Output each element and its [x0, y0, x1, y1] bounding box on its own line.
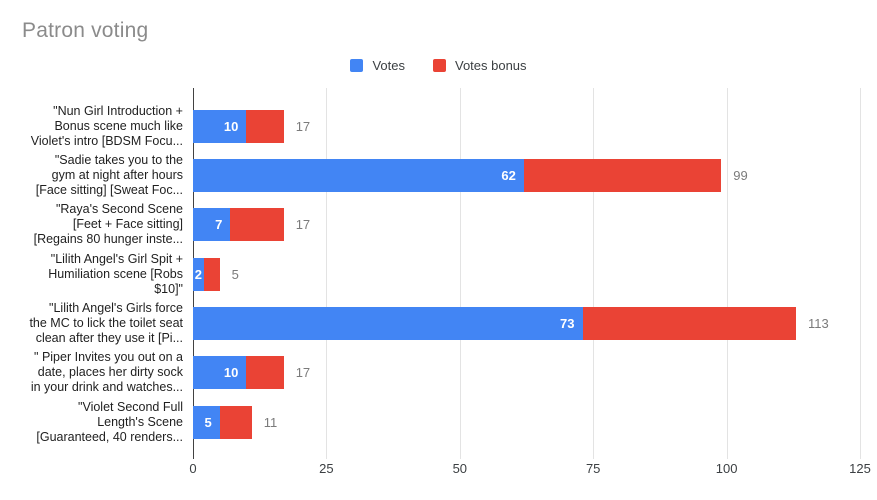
bar-total-label: 113: [807, 315, 829, 331]
category-label: "Sadie takes you to the gym at night aft…: [35, 152, 183, 197]
bar-total-label: 5: [231, 266, 239, 282]
bar-value-label: 2: [194, 266, 202, 282]
gridline: [726, 88, 728, 459]
bar-row: 10 17: [193, 109, 310, 143]
x-tick-label: 0: [189, 461, 197, 476]
legend-label-votes: Votes: [372, 58, 405, 73]
gridline: [860, 88, 861, 459]
y-axis-category-labels: "Nun Girl Introduction + Bonus scene muc…: [2, 88, 188, 453]
bar-segment-votes[interactable]: 62: [193, 158, 524, 192]
votes-bonus-swatch-icon: [432, 59, 446, 72]
gridline: [459, 88, 461, 459]
bar-total-label: 11: [263, 414, 278, 430]
bar-value-label: 10: [223, 118, 239, 134]
gridline: [593, 88, 595, 459]
votes-swatch-icon: [350, 59, 364, 72]
category-label: "Nun Girl Introduction + Bonus scene muc…: [30, 103, 183, 148]
category-label: "Lilith Angel's Girls force the MC to li…: [29, 300, 183, 345]
bar-segment-votes-bonus[interactable]: [203, 257, 220, 291]
bar-value-label: 7: [215, 217, 223, 233]
bar-segment-votes-bonus[interactable]: [230, 208, 284, 242]
gridline: [326, 88, 328, 459]
bar-segment-votes[interactable]: 5: [193, 405, 220, 439]
bar-row: 7 17: [193, 208, 310, 242]
category-label: " Piper Invites you out on a date, place…: [30, 350, 183, 395]
category-label: "Raya's Second Scene [Feet + Face sittin…: [33, 202, 183, 247]
bar-total-label: 17: [295, 118, 311, 134]
chart-title: Patron voting: [22, 19, 149, 42]
category-label: "Lilith Angel's Girl Spit + Humiliation …: [48, 251, 183, 296]
bar-segment-votes-bonus[interactable]: [523, 158, 722, 192]
x-tick-label: 50: [452, 461, 468, 476]
bar-segment-votes-bonus[interactable]: [246, 356, 284, 390]
chart-legend: Votes Votes bonus: [0, 58, 877, 73]
bar-segment-votes-bonus[interactable]: [219, 405, 252, 439]
legend-item-votes[interactable]: Votes: [350, 58, 405, 73]
bar-value-label: 5: [204, 414, 212, 430]
x-axis-tick-labels: 0 25 50 75 100 125: [189, 461, 870, 481]
bar-segment-votes[interactable]: 73: [193, 306, 583, 340]
bar-value-label: 10: [223, 365, 239, 381]
bar-total-label: 17: [295, 365, 311, 381]
bar-segment-votes[interactable]: 10: [193, 356, 247, 390]
bar-segment-votes-bonus[interactable]: [582, 306, 796, 340]
bar-value-label: 62: [501, 167, 516, 183]
legend-label-votes-bonus: Votes bonus: [454, 58, 527, 73]
category-label: "Violet Second Full Length's Scene [Guar…: [36, 399, 183, 444]
legend-item-votes-bonus[interactable]: Votes bonus: [432, 58, 527, 73]
x-tick-label: 75: [585, 461, 601, 476]
plot-area: 10 17 62 99 7 17 2 5 73 113 10 17 5 11: [193, 88, 861, 459]
bar-segment-votes-bonus[interactable]: [246, 109, 284, 143]
bar-total-label: 17: [295, 217, 311, 233]
bar-row: 73 113: [193, 306, 829, 340]
bar-segment-votes[interactable]: 7: [193, 208, 231, 242]
bar-segment-votes[interactable]: 2: [193, 257, 204, 291]
bar-segment-votes[interactable]: 10: [193, 109, 247, 143]
x-tick-label: 100: [715, 461, 738, 476]
x-tick-label: 125: [849, 461, 871, 476]
bar-total-label: 99: [733, 167, 748, 183]
bar-row: 62 99: [193, 158, 748, 192]
bar-row: 10 17: [193, 356, 310, 390]
bar-row: 5 11: [193, 405, 277, 439]
bar-value-label: 73: [560, 315, 575, 331]
x-tick-label: 25: [319, 461, 334, 476]
